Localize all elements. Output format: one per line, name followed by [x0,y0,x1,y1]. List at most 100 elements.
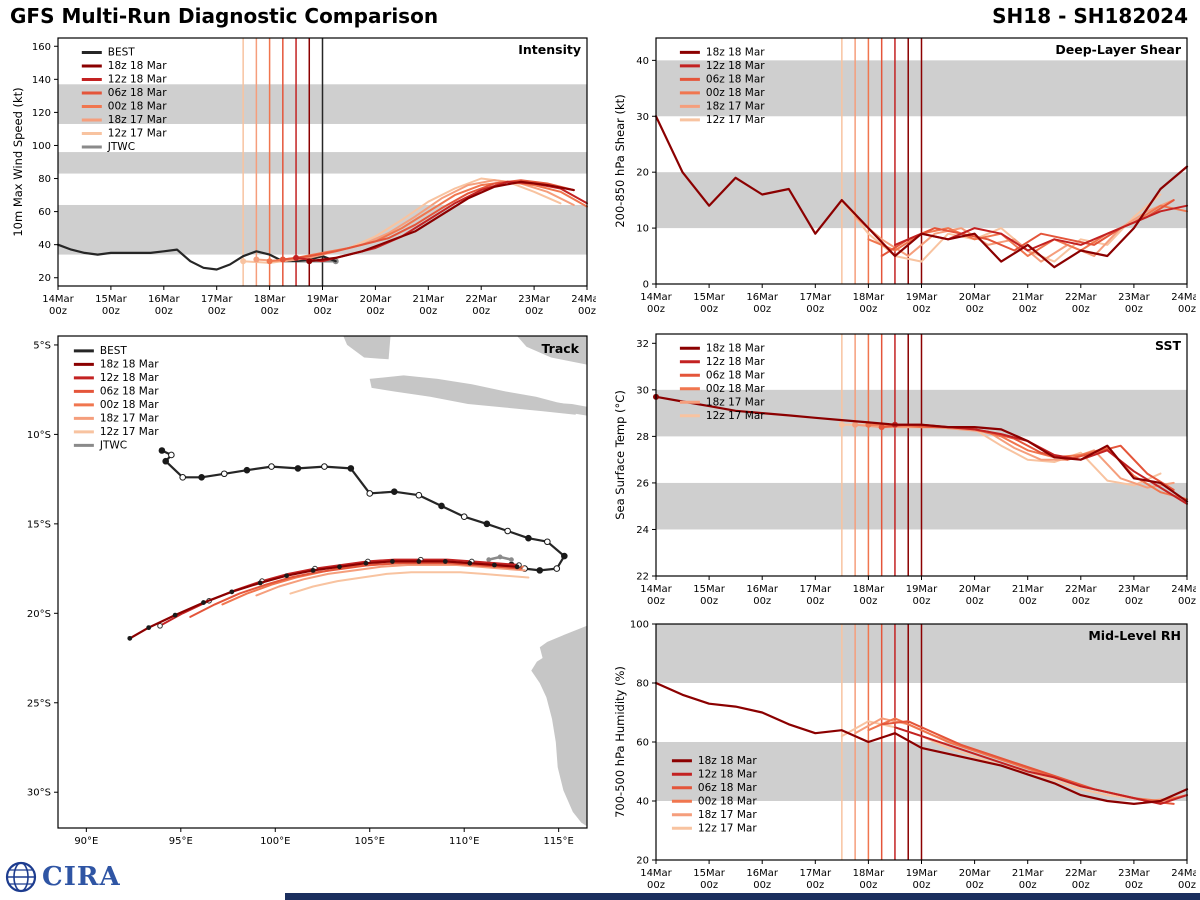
svg-text:18z 17 Mar: 18z 17 Mar [706,396,765,408]
svg-text:Deep-Layer Shear: Deep-Layer Shear [1055,42,1181,57]
svg-text:18Mar: 18Mar [254,294,286,305]
svg-text:22Mar: 22Mar [1065,584,1097,595]
svg-text:06z 18 Mar: 06z 18 Mar [108,87,167,99]
cira-logo-text: CIRA [42,862,121,892]
svg-text:21Mar: 21Mar [1012,292,1044,303]
svg-text:00z: 00z [966,304,984,315]
svg-text:00z: 00z [261,306,279,317]
svg-text:00z: 00z [753,304,771,315]
svg-text:06z 18 Mar: 06z 18 Mar [706,369,765,381]
svg-text:00z: 00z [647,304,665,315]
globe-icon [5,861,37,893]
svg-text:18z 17 Mar: 18z 17 Mar [100,412,159,424]
svg-text:00z: 00z [472,306,490,317]
svg-text:JTWC: JTWC [107,141,135,153]
svg-text:00z: 00z [806,304,824,315]
intensity-chart: 2040608010012014016014Mar00z15Mar00z16Ma… [8,30,596,326]
svg-text:12z 18 Mar: 12z 18 Mar [706,356,765,368]
svg-text:30: 30 [636,112,649,123]
svg-text:23Mar: 23Mar [1118,584,1150,595]
sst-chart: 22242628303214Mar00z15Mar00z16Mar00z17Ma… [610,326,1196,616]
svg-text:00z: 00z [419,306,437,317]
svg-text:16Mar: 16Mar [746,868,778,879]
svg-text:18z 18 Mar: 18z 18 Mar [706,46,765,58]
svg-text:40: 40 [636,797,649,808]
svg-text:00z: 00z [700,304,718,315]
svg-text:20Mar: 20Mar [959,868,991,879]
svg-text:00z 18 Mar: 00z 18 Mar [108,100,167,112]
svg-text:00z: 00z [208,306,226,317]
svg-text:16Mar: 16Mar [148,294,180,305]
svg-text:20: 20 [38,273,51,284]
svg-text:25°S: 25°S [27,698,51,709]
svg-text:00z: 00z [753,596,771,607]
svg-text:12z 18 Mar: 12z 18 Mar [100,372,159,384]
svg-text:18z 17 Mar: 18z 17 Mar [108,114,167,126]
svg-text:00z: 00z [1072,596,1090,607]
svg-text:00z: 00z [859,304,877,315]
svg-text:700-500 hPa Humidity (%): 700-500 hPa Humidity (%) [613,666,627,818]
svg-text:23Mar: 23Mar [518,294,550,305]
svg-text:20Mar: 20Mar [959,292,991,303]
svg-text:15Mar: 15Mar [95,294,127,305]
svg-text:00z: 00z [1125,596,1143,607]
svg-text:00z 18 Mar: 00z 18 Mar [698,795,757,807]
svg-text:00z: 00z [1072,880,1090,891]
svg-text:00z: 00z [1125,304,1143,315]
svg-text:00z: 00z [806,880,824,891]
svg-text:12z 18 Mar: 12z 18 Mar [698,768,757,780]
svg-text:15Mar: 15Mar [693,292,725,303]
svg-text:17Mar: 17Mar [800,292,832,303]
svg-text:23Mar: 23Mar [1118,292,1150,303]
svg-text:16Mar: 16Mar [746,292,778,303]
svg-text:24Mar: 24Mar [1171,868,1196,879]
svg-text:60: 60 [38,207,51,218]
svg-text:21Mar: 21Mar [1012,584,1044,595]
svg-text:24: 24 [636,525,649,536]
svg-text:00z 18 Mar: 00z 18 Mar [706,87,765,99]
svg-text:00z: 00z [366,306,384,317]
svg-text:00z: 00z [806,596,824,607]
svg-text:Mid-Level RH: Mid-Level RH [1088,628,1181,643]
svg-text:19Mar: 19Mar [906,584,938,595]
svg-text:15°S: 15°S [27,519,51,530]
svg-text:15Mar: 15Mar [693,868,725,879]
svg-text:00z: 00z [700,880,718,891]
svg-text:00z: 00z [859,880,877,891]
svg-text:100: 100 [32,141,51,152]
svg-text:00z: 00z [1019,596,1037,607]
cira-logo: CIRA [4,856,124,898]
svg-text:00z 18 Mar: 00z 18 Mar [100,399,159,411]
svg-text:21Mar: 21Mar [1012,868,1044,879]
svg-text:00z: 00z [578,306,596,317]
svg-text:160: 160 [32,42,51,53]
svg-text:20: 20 [636,856,649,867]
svg-text:40: 40 [636,56,649,67]
svg-text:95°E: 95°E [169,836,193,847]
svg-text:00z: 00z [966,880,984,891]
svg-text:115°E: 115°E [543,836,573,847]
svg-text:06z 18 Mar: 06z 18 Mar [100,385,159,397]
rh-chart: 2040608010014Mar00z15Mar00z16Mar00z17Mar… [610,616,1196,900]
svg-text:22: 22 [636,572,649,583]
svg-text:18Mar: 18Mar [853,292,885,303]
svg-text:19Mar: 19Mar [906,292,938,303]
svg-text:00z: 00z [647,880,665,891]
svg-text:28: 28 [636,432,649,443]
svg-text:00z: 00z [1019,880,1037,891]
svg-text:24Mar: 24Mar [1171,584,1196,595]
svg-text:BEST: BEST [108,46,136,58]
svg-text:80: 80 [636,679,649,690]
svg-text:200-850 hPa Shear (kt): 200-850 hPa Shear (kt) [613,94,627,227]
svg-text:00z: 00z [859,596,877,607]
svg-text:24Mar: 24Mar [571,294,596,305]
svg-text:20: 20 [636,168,649,179]
svg-text:24Mar: 24Mar [1171,292,1196,303]
svg-text:00z: 00z [1125,880,1143,891]
svg-text:18z 18 Mar: 18z 18 Mar [706,342,765,354]
svg-text:12z 18 Mar: 12z 18 Mar [108,73,167,85]
svg-text:00z: 00z [913,304,931,315]
svg-text:30°S: 30°S [27,788,51,799]
svg-text:00z 18 Mar: 00z 18 Mar [706,383,765,395]
